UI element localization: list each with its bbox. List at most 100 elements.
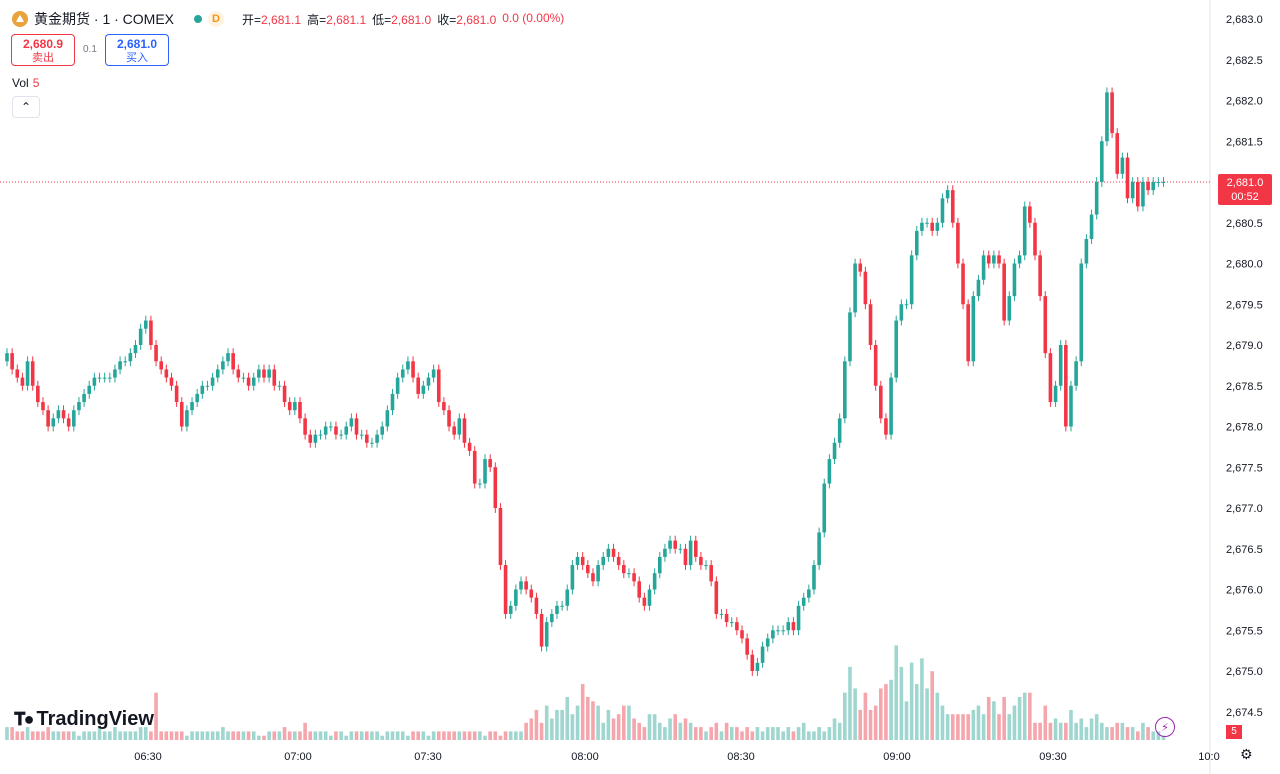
candle-body [555, 605, 559, 614]
volume-bar [1053, 718, 1058, 740]
candle-body [735, 622, 739, 631]
candle-body [41, 402, 45, 411]
chart-header: 黄金期货 · 1 · COMEX D 开=2,681.1 高=2,681.1 低… [12, 8, 564, 30]
volume-bar [221, 727, 225, 740]
candle-body [97, 377, 102, 379]
volume-bar [77, 735, 81, 740]
candle-body [149, 320, 153, 345]
volume-bar [781, 731, 785, 740]
candle-body [1069, 385, 1073, 427]
candle-body [159, 361, 163, 370]
volume-bar [940, 705, 945, 740]
volume-bar [395, 731, 400, 740]
symbol-title[interactable]: 黄金期货 · 1 · COMEX [34, 11, 175, 27]
candle-body [174, 385, 179, 403]
volume-bar [817, 727, 821, 740]
candle-body [966, 304, 970, 362]
volume-bar [436, 731, 441, 740]
candle-body [313, 434, 318, 443]
y-tick-label: 2,679.0 [1226, 340, 1263, 352]
buy-label: 买入 [126, 52, 148, 64]
volume-bar [323, 731, 328, 740]
spread-value: 0.1 [83, 44, 97, 55]
volume-bar [848, 666, 852, 740]
candle-body [354, 418, 359, 435]
volume-bar [740, 731, 744, 740]
volume-bar [796, 727, 801, 740]
gold-symbol-icon [12, 11, 28, 27]
candle-body [370, 442, 374, 444]
buy-button[interactable]: 2,681.0 买入 [105, 34, 169, 66]
lightning-icon[interactable]: ⚡ [1155, 717, 1175, 737]
collapse-button[interactable]: ⌃ [12, 96, 40, 118]
volume-bar [159, 731, 163, 740]
candle-body [298, 402, 302, 419]
volume-bar [863, 692, 868, 740]
volume-bar [575, 705, 580, 740]
volume-bar [92, 731, 97, 740]
candle-body [729, 622, 734, 624]
candle-body [652, 573, 657, 590]
candle-body [539, 613, 544, 647]
candle-body [719, 613, 724, 615]
volume-bar [179, 731, 184, 740]
candle-body [1074, 361, 1078, 386]
volume-bar [108, 731, 112, 740]
volume-bar [215, 731, 220, 740]
volume-bar [226, 731, 230, 740]
volume-bar [704, 731, 708, 740]
candle-body [185, 410, 189, 427]
candle-body [1028, 206, 1032, 223]
volume-bar [1084, 727, 1089, 740]
candle-body [472, 450, 477, 484]
volume-bar [935, 692, 940, 740]
candle-body [77, 402, 81, 411]
candle-body [704, 565, 708, 567]
candle-body [580, 556, 585, 566]
y-tick-label: 2,679.5 [1226, 299, 1263, 311]
volume-bar [1115, 722, 1120, 740]
volume-bar [365, 731, 369, 740]
sell-button[interactable]: 2,680.9 卖出 [11, 34, 75, 66]
candle-body [503, 565, 508, 614]
volume-bar [390, 731, 395, 740]
y-tick-label: 2,681.5 [1226, 136, 1263, 148]
candle-body [493, 467, 498, 508]
volume-bar [591, 701, 595, 740]
volume-bar [467, 731, 472, 740]
volume-bar [961, 714, 965, 740]
volume-bar [1043, 705, 1048, 740]
last-price-tag: 2,681.0 00:52 [1218, 174, 1272, 205]
volume-bar [400, 731, 405, 740]
delayed-badge[interactable]: D [208, 11, 225, 27]
volume-bar [143, 727, 148, 740]
tradingview-logo[interactable]: 𝐓● TradingView [14, 708, 154, 731]
candle-body [627, 573, 631, 575]
candle-body [596, 565, 600, 582]
volume-bar [1151, 731, 1156, 740]
volume-bar [611, 718, 616, 740]
volume-bar [565, 697, 570, 740]
volume-legend[interactable]: Vol 5 [12, 76, 39, 90]
volume-bar [344, 735, 349, 740]
volume-bar [56, 731, 61, 740]
candle-body [30, 361, 35, 386]
candle-body [997, 255, 1001, 264]
volume-bar [231, 731, 235, 740]
volume-bar [272, 731, 277, 740]
candle-body [400, 369, 405, 378]
y-tick-label: 2,677.0 [1226, 503, 1263, 515]
candle-body [385, 410, 390, 427]
volume-bar [478, 731, 482, 740]
y-tick-label: 2,682.0 [1226, 96, 1263, 108]
volume-bar [1100, 722, 1104, 740]
candle-body [637, 581, 642, 598]
gear-icon[interactable]: ⚙ [1240, 746, 1253, 762]
candle-body [606, 548, 611, 557]
volume-bar [889, 679, 893, 740]
volume-bar [714, 722, 719, 740]
candle-body [15, 369, 20, 378]
candle-body [262, 369, 266, 378]
volume-bar [431, 731, 436, 740]
